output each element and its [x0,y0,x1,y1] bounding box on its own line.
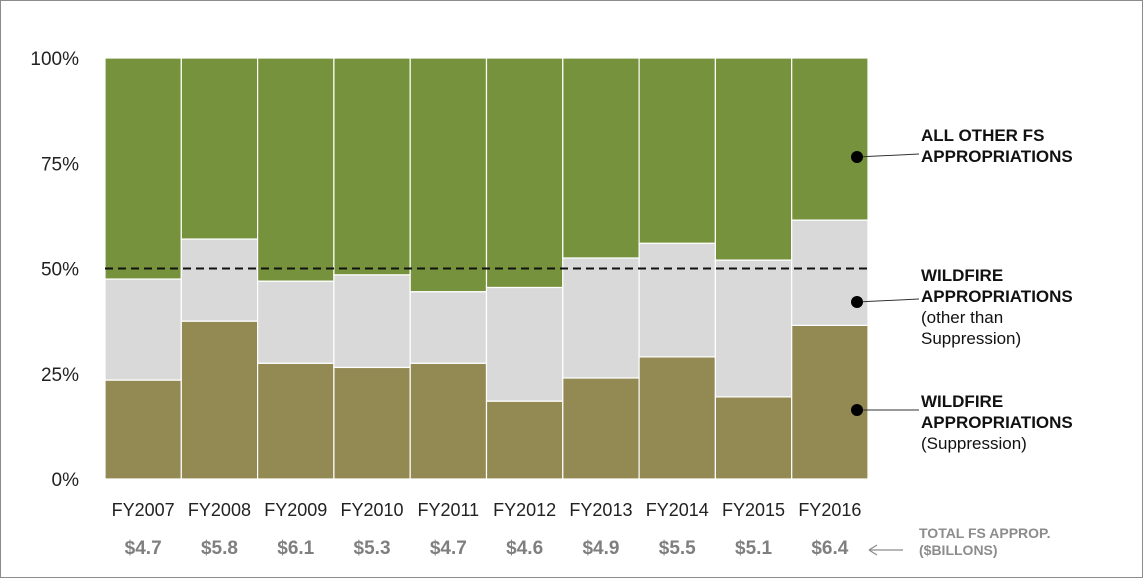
total-value-label: $6.4 [811,538,848,559]
y-tick-label: 100% [30,49,79,70]
bar-segment-suppression [257,362,335,480]
bar-segment-suppression [638,356,716,480]
total-value-label: $5.1 [735,538,772,559]
x-tick-label: FY2014 [646,500,709,520]
legend-marker-dot [851,296,863,308]
y-tick-label: 25% [41,365,79,386]
x-tick-label: FY2015 [722,500,785,520]
total-value-label: $5.8 [201,538,238,559]
x-tick-label: FY2010 [341,500,404,520]
x-tick-label: FY2008 [188,500,251,520]
bar-segment-suppression [333,366,411,480]
legend-connector-line [856,153,920,158]
bar-segment-all_other [638,57,716,244]
bar-segment-other_wildfire [257,280,335,364]
total-value-label: $4.6 [506,538,543,559]
y-tick-label: 0% [52,470,80,491]
x-tick-label: FY2007 [112,500,175,520]
total-value-label: $4.7 [430,538,467,559]
legend-label-other_wildfire: Suppression) [921,329,1021,348]
totals-label: TOTAL FS APPROP. [919,525,1050,541]
legend-label-all_other: ALL OTHER FS [921,126,1044,145]
legend-label-other_wildfire: (other than [921,308,1003,327]
bar-segment-other_wildfire [485,286,564,402]
legend-label-suppression: WILDFIRE [921,392,1003,411]
x-tick-label: FY2011 [417,500,479,520]
y-tick-label: 50% [41,260,79,281]
bar-segment-all_other [257,57,335,282]
legend-label-all_other: APPROPRIATIONS [921,147,1073,166]
legend-connector-line [856,298,920,303]
bar-segment-other_wildfire [638,242,716,358]
bar-segment-all_other [791,57,869,221]
bar-segment-suppression [409,362,488,480]
bar-segment-suppression [562,377,640,480]
bar-segment-suppression [485,400,564,480]
bar-segment-all_other [562,57,640,259]
bar-segment-all_other [409,57,488,293]
bar-segment-all_other [714,57,793,261]
bar-segment-all_other [485,57,564,289]
bar-segment-other_wildfire [333,274,411,369]
bar-segment-all_other [180,57,259,240]
legend-label-suppression: (Suppression) [921,434,1027,453]
legend-marker-dot [851,151,863,163]
y-tick-label: 75% [41,154,79,175]
x-tick-label: FY2009 [264,500,327,520]
bar-segment-other_wildfire [104,278,182,381]
totals-label: ($BILLONS) [919,542,998,558]
bar-segment-suppression [104,379,182,480]
bar-segment-suppression [180,320,259,480]
bar-segment-other_wildfire [409,291,488,364]
bar-segment-other_wildfire [791,219,869,326]
bar-segment-other_wildfire [180,238,259,322]
total-value-label: $5.3 [354,538,391,559]
total-value-label: $4.7 [125,538,162,559]
x-tick-label: FY2013 [569,500,632,520]
legend-label-suppression: APPROPRIATIONS [921,413,1073,432]
total-value-label: $6.1 [277,538,314,559]
bar-segment-suppression [714,396,793,480]
totals-arrow-head-icon [868,544,878,556]
legend-label-other_wildfire: WILDFIRE [921,266,1003,285]
total-value-label: $4.9 [582,538,619,559]
bar-segment-other_wildfire [714,259,793,398]
bar-segment-all_other [333,57,411,276]
bar-segment-suppression [791,324,869,480]
x-tick-label: FY2016 [798,500,861,520]
bar-segment-other_wildfire [562,257,640,379]
x-tick-label: FY2012 [493,500,556,520]
bar-segment-all_other [104,57,182,280]
total-value-label: $5.5 [659,538,696,559]
legend-label-other_wildfire: APPROPRIATIONS [921,287,1073,306]
legend-marker-dot [851,404,863,416]
